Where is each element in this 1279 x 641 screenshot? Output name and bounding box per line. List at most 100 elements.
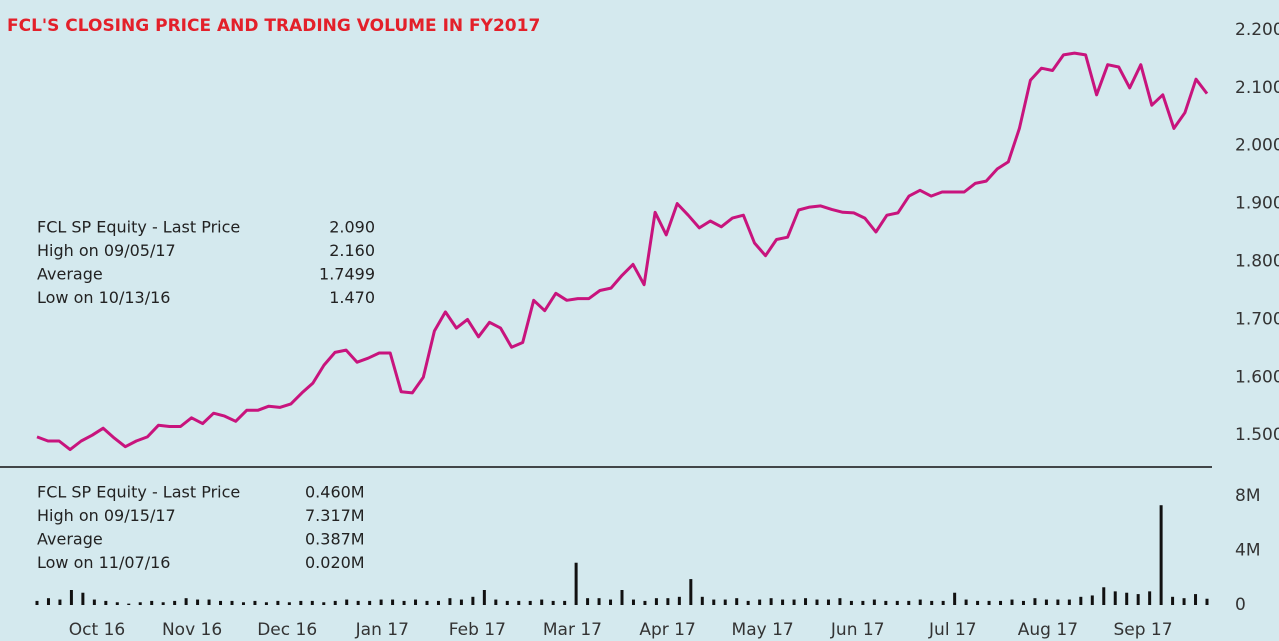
y-tick-label: 1.500 (1235, 425, 1279, 445)
volume-bar (161, 602, 165, 605)
volume-bar (1125, 592, 1129, 605)
volume-bar (459, 599, 463, 605)
stat-label: High on 09/15/17 (37, 506, 176, 525)
y-tick-label: 0 (1235, 595, 1246, 615)
volume-bar (1044, 599, 1048, 605)
volume-bar (1194, 594, 1198, 605)
volume-bar (930, 600, 934, 605)
x-tick-label: Oct 16 (69, 620, 125, 640)
volume-bar (505, 600, 509, 605)
stat-value: 0.020M (305, 553, 365, 572)
volume-bar (207, 599, 211, 605)
x-tick-label: Jan 17 (355, 620, 409, 640)
volume-bar (781, 599, 785, 605)
volume-bar (69, 590, 73, 605)
stat-value: 1.470 (329, 288, 375, 307)
x-tick-label: Sep 17 (1113, 620, 1172, 640)
volume-bar (609, 599, 613, 605)
volume-bar (964, 599, 968, 605)
volume-bar (219, 600, 223, 605)
stat-label: High on 09/05/17 (37, 241, 176, 260)
y-tick-label: 4M (1235, 540, 1260, 560)
y-tick-label: 2.100 (1235, 78, 1279, 98)
volume-bar (322, 602, 326, 605)
stat-value: 1.7499 (319, 265, 375, 284)
volume-bar (196, 599, 200, 605)
stat-label: Low on 10/13/16 (37, 288, 170, 307)
volume-bar (58, 599, 62, 605)
volume-bar (299, 600, 303, 605)
volume-bar (92, 599, 96, 605)
volume-bar (345, 599, 349, 605)
stat-label: Average (37, 530, 103, 549)
volume-bar (918, 599, 922, 605)
volume-bar (391, 599, 395, 605)
volume-bar (884, 600, 888, 605)
volume-bar (1182, 598, 1186, 605)
volume-bar (482, 590, 486, 605)
volume-bar (517, 600, 521, 605)
stat-value: 7.317M (305, 506, 365, 525)
volume-bar (276, 600, 280, 605)
volume-bar (976, 600, 980, 605)
x-tick-label: Dec 16 (257, 620, 317, 640)
y-tick-label: 2.200 (1235, 20, 1279, 40)
volume-bar (230, 600, 234, 605)
volume-bar (987, 600, 991, 605)
volume-bar (941, 600, 945, 605)
volume-bar (46, 598, 50, 605)
chart-title: FCL'S CLOSING PRICE AND TRADING VOLUME I… (7, 16, 540, 36)
volume-bar (528, 600, 532, 605)
y-tick-label: 1.600 (1235, 367, 1279, 387)
volume-bar (1079, 596, 1083, 605)
volume-bar (838, 598, 842, 605)
stat-value: 2.090 (329, 218, 375, 237)
volume-bar (379, 599, 383, 605)
price-line (36, 51, 1209, 452)
y-tick-label: 1.700 (1235, 309, 1279, 329)
volume-bar (861, 600, 865, 605)
volume-bar (333, 600, 337, 605)
stat-value: 0.387M (305, 530, 365, 549)
stat-label: FCL SP Equity - Last Price (37, 483, 240, 502)
stat-value: 2.160 (329, 241, 375, 260)
volume-bar (436, 600, 440, 605)
volume-bar (184, 598, 188, 605)
volume-bar (241, 602, 245, 605)
volume-bar (425, 600, 429, 605)
volume-bar (1021, 600, 1025, 605)
volume-bar (746, 600, 750, 605)
volume-bar (540, 599, 544, 605)
volume-bar (138, 602, 142, 605)
volume-bar (872, 599, 876, 605)
volume-bar (1010, 599, 1014, 605)
x-tick-label: Aug 17 (1018, 620, 1078, 640)
volume-bar (723, 599, 727, 605)
volume-bar (769, 598, 773, 605)
volume-bar (815, 599, 819, 605)
volume-bar (494, 599, 498, 605)
x-tick-label: Apr 17 (639, 620, 695, 640)
volume-bar (700, 596, 704, 605)
volume-bar (471, 596, 475, 605)
volume-bar (849, 600, 853, 605)
volume-bar (368, 600, 372, 605)
volume-bar (654, 598, 658, 605)
x-tick-label: Feb 17 (449, 620, 506, 640)
volume-bar (895, 600, 899, 605)
volume-bar (643, 600, 647, 605)
stat-value: 0.460M (305, 483, 365, 502)
volume-bar (792, 599, 796, 605)
volume-bar (1136, 594, 1140, 605)
volume-bar (712, 599, 716, 605)
volume-bar (758, 599, 762, 605)
volume-bar (1102, 587, 1106, 605)
volume-bar (310, 600, 314, 605)
x-tick-label: Jun 17 (830, 620, 885, 640)
volume-bar (689, 579, 693, 605)
stat-label: FCL SP Equity - Last Price (37, 218, 240, 237)
volume-bar (551, 600, 555, 605)
volume-bar (563, 600, 567, 605)
